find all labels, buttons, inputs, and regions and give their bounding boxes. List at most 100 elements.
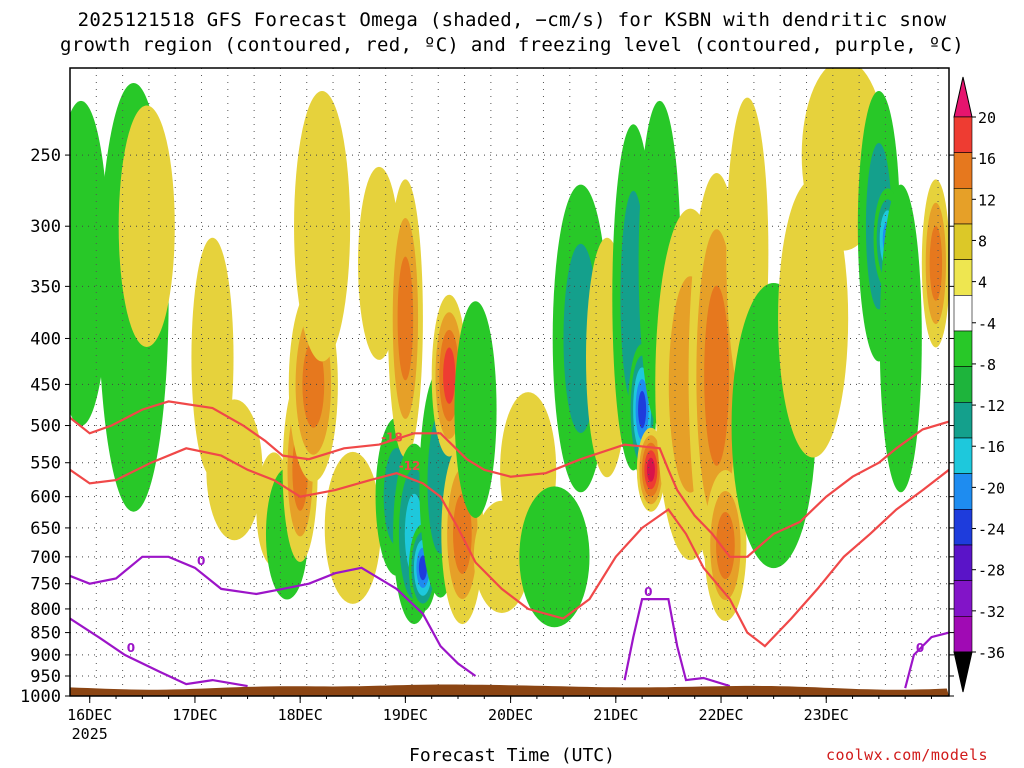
colorbar-swatch — [953, 330, 973, 367]
omega-cell — [387, 179, 423, 458]
colorbar-swatch — [953, 295, 973, 332]
omega-cell-level — [443, 347, 456, 404]
x-tick-label: 18DEC — [278, 706, 323, 724]
omega-cell — [704, 469, 747, 622]
colorbar-swatch — [953, 437, 973, 474]
omega-cell-level — [206, 399, 263, 541]
chart-title-line-1: 2025121518 GFS Forecast Omega (shaded, −… — [77, 9, 947, 31]
colorbar-label: 12 — [978, 191, 996, 209]
y-tick-label: 850 — [30, 624, 61, 644]
y-tick-label: 400 — [30, 329, 61, 349]
contour-line-0c — [623, 598, 731, 688]
omega-cell — [454, 301, 497, 518]
omega-cell — [921, 179, 949, 348]
colorbar-swatch — [953, 116, 973, 153]
omega-cell — [879, 184, 922, 493]
colorbar-swatch — [953, 402, 973, 439]
x-tick-label: 20DEC — [488, 706, 533, 724]
terrain-fill — [70, 684, 949, 696]
colorbar-label: 4 — [978, 274, 987, 292]
colorbar-label: 8 — [978, 232, 987, 250]
colorbar-swatch — [953, 366, 973, 403]
omega-cell-level — [453, 493, 472, 574]
colorbar-swatch — [953, 223, 973, 260]
colorbar: 20 16 12 8 4 -4 -8 -12 -16 -20 -24 -28 -32 -36 — [953, 76, 1005, 693]
omega-cell — [206, 399, 263, 541]
y-tick-label: 650 — [30, 519, 61, 539]
y-tick-label: 900 — [30, 646, 61, 666]
omega-cell-level — [418, 555, 427, 581]
y-tick-label: 350 — [30, 277, 61, 297]
colorbar-label: -16 — [978, 438, 1005, 456]
omega-cell — [70, 100, 110, 426]
y-tick-label: 750 — [30, 575, 61, 595]
y-tick-label: 800 — [30, 600, 61, 620]
contour-line-18 — [70, 400, 949, 558]
omega-cell-level — [646, 457, 655, 482]
colorbar-swatch — [953, 259, 973, 296]
colorbar-label: -12 — [978, 397, 1005, 415]
omega-cell-level — [929, 226, 943, 301]
y-tick-label: 300 — [30, 217, 61, 237]
contour-label: 0 — [644, 585, 652, 599]
x-tick-label: 23DEC — [804, 706, 849, 724]
colorbar-label: -4 — [978, 315, 996, 333]
x-tick-label: 17DEC — [172, 706, 217, 724]
omega-cell-level — [638, 390, 647, 429]
y-axis: 2503003504004505005506006507007508008509… — [20, 146, 954, 707]
colorbar-label: -20 — [978, 479, 1005, 497]
contour-line-0 — [70, 555, 477, 677]
colorbar-swatch — [953, 616, 973, 653]
x-axis: 16DEC 17DEC 18DEC 19DEC 20DEC 21DEC 22DEC 23DEC… — [67, 696, 932, 743]
x-year-label: 2025 — [72, 725, 108, 743]
credit-link[interactable]: coolwx.com/models — [826, 746, 989, 764]
contour-label: -18 — [381, 431, 403, 445]
y-tick-label: 450 — [30, 375, 61, 395]
colorbar-swatch — [953, 544, 973, 581]
colorbar-label: -8 — [978, 356, 996, 374]
y-tick-label: 600 — [30, 488, 61, 508]
grid-layer — [70, 68, 949, 696]
colorbar-label: 20 — [978, 109, 996, 127]
omega-cell-level — [519, 486, 590, 628]
colorbar-label: -24 — [978, 521, 1005, 539]
colorbar-label: -36 — [978, 644, 1005, 662]
omega-cell-level — [70, 100, 110, 426]
colorbar-swatch — [953, 473, 973, 510]
y-tick-label: 550 — [30, 454, 61, 474]
contour-line-12 — [70, 447, 949, 648]
x-tick-label: 19DEC — [383, 706, 428, 724]
omega-cell — [778, 179, 849, 458]
y-tick-label: 950 — [30, 667, 61, 687]
y-tick-label: 500 — [30, 417, 61, 437]
contour-line-0b — [70, 617, 248, 688]
colorbar-label: 16 — [978, 150, 996, 168]
omega-cell — [519, 486, 590, 628]
terrain-layer — [70, 684, 949, 696]
omega-cell-level — [716, 511, 735, 580]
omega-cell-level — [302, 341, 325, 428]
x-axis-title: Forecast Time (UTC) — [409, 745, 615, 766]
contour-label: 0 — [916, 641, 924, 655]
contour-label: -12 — [399, 459, 421, 473]
contour-label: 0 — [197, 554, 205, 568]
colorbar-label: -28 — [978, 562, 1005, 580]
plot-frame — [69, 67, 950, 697]
x-tick-label: 16DEC — [67, 706, 112, 724]
omega-cell-level — [454, 301, 497, 518]
x-tick-label: 21DEC — [593, 706, 638, 724]
omega-cell-level — [778, 179, 849, 458]
y-tick-label: 700 — [30, 548, 61, 568]
contour-layer: -18 -12 0 0 0 0 — [70, 400, 949, 689]
contour-line-0d — [904, 631, 949, 689]
colorbar-swatch — [953, 188, 973, 225]
colorbar-label: -32 — [978, 603, 1005, 621]
omega-cell-level — [879, 184, 922, 493]
omega-cell — [636, 427, 665, 512]
y-tick-label: 1000 — [20, 687, 61, 707]
x-tick-label: 22DEC — [698, 706, 743, 724]
colorbar-swatch — [953, 509, 973, 546]
colorbar-bottom-arrow — [953, 651, 973, 693]
colorbar-swatch — [953, 580, 973, 617]
